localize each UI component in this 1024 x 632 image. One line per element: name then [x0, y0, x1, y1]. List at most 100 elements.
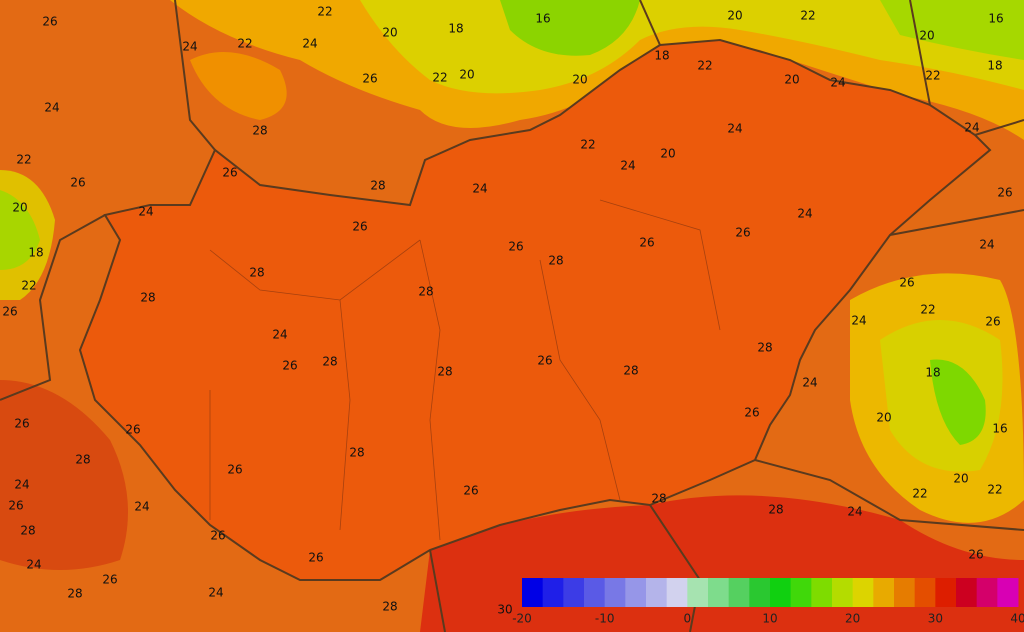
colorbar-tick-label: 30	[928, 612, 943, 626]
contour-label: 22	[21, 279, 36, 293]
contour-label: 26	[210, 529, 225, 543]
contour-label: 26	[537, 354, 552, 368]
colorbar-swatch	[584, 578, 606, 607]
west-cool-zone	[0, 170, 55, 300]
colorbar-swatch	[832, 578, 854, 607]
contour-label: 22	[432, 71, 447, 85]
county-lines	[209, 199, 721, 541]
contour-label: 24	[727, 122, 742, 136]
contour-label: 22	[697, 59, 712, 73]
contour-label: 26	[744, 406, 759, 420]
contour-label: 28	[349, 446, 364, 460]
colorbar-tick-label: -10	[595, 612, 615, 626]
colorbar-swatch	[914, 578, 936, 607]
contour-label: 22	[925, 69, 940, 83]
colorbar-tick-label: 10	[762, 612, 777, 626]
contour-label: 22	[16, 153, 31, 167]
colorbar-swatch	[687, 578, 709, 607]
contour-label: 26	[222, 166, 237, 180]
contour-label: 20	[876, 411, 891, 425]
contour-label: 26	[282, 359, 297, 373]
colorbar: -20 -10 0 10 20 30 40	[512, 578, 1024, 626]
colorbar-swatch	[976, 578, 998, 607]
colorbar-swatch	[873, 578, 895, 607]
contour-label: 26	[308, 551, 323, 565]
contour-label: 24	[802, 376, 817, 390]
colorbar-tick-label: 40	[1010, 612, 1024, 626]
contour-label: 26	[2, 305, 17, 319]
colorbar-swatch	[728, 578, 750, 607]
contour-label: 28	[757, 341, 772, 355]
contour-label: 28	[623, 364, 638, 378]
contour-label: 28	[437, 365, 452, 379]
contour-label: 28	[768, 503, 783, 517]
colorbar-tick-label: 20	[845, 612, 860, 626]
contour-label: 20	[727, 9, 742, 23]
contour-label: 26	[997, 186, 1012, 200]
contour-label: 20	[660, 147, 675, 161]
colorbar-swatch	[542, 578, 564, 607]
contour-label: 20	[919, 29, 934, 43]
contour-label: 18	[28, 246, 43, 260]
contour-label: 28	[249, 266, 264, 280]
contour-label: 24	[302, 37, 317, 51]
contour-label: 24	[182, 40, 197, 54]
colorbar-swatch	[646, 578, 668, 607]
colorbar-swatch	[604, 578, 626, 607]
contour-label: 26	[639, 236, 654, 250]
contour-label: 24	[797, 207, 812, 221]
contour-label: 18	[654, 49, 669, 63]
contour-label: 20	[459, 68, 474, 82]
colorbar-swatch	[666, 578, 688, 607]
contour-label: 26	[985, 315, 1000, 329]
contour-label: 24	[964, 121, 979, 135]
contour-label: 24	[44, 101, 59, 115]
contour-label: 26	[102, 573, 117, 587]
contour-label: 28	[651, 492, 666, 506]
contour-label: 28	[370, 179, 385, 193]
colorbar-swatch	[708, 578, 730, 607]
contour-label: 24	[620, 159, 635, 173]
contour-label: 26	[463, 484, 478, 498]
contour-label: 16	[992, 422, 1007, 436]
contour-label: 24	[14, 478, 29, 492]
colorbar-swatch	[790, 578, 812, 607]
contour-label: 22	[800, 9, 815, 23]
contour-label: 28	[67, 587, 82, 601]
contour-label: 26	[227, 463, 242, 477]
colorbar-swatch	[811, 578, 833, 607]
contour-label: 28	[418, 285, 433, 299]
contour-label: 26	[70, 176, 85, 190]
contour-label: 26	[352, 220, 367, 234]
colorbar-swatch	[935, 578, 957, 607]
contour-label: 24	[208, 586, 223, 600]
contour-labels: 26 24 22 22 24 20 18 16 20 22 16 20 18 18 22 20 20 24 22 22…	[2, 5, 1012, 617]
colorbar-tick-label: -20	[512, 612, 532, 626]
contour-label: 16	[988, 12, 1003, 26]
contour-label: 26	[125, 423, 140, 437]
contour-label: 24	[979, 238, 994, 252]
contour-label: 22	[920, 303, 935, 317]
contour-label: 16	[535, 12, 550, 26]
contour-label: 24	[830, 76, 845, 90]
contour-label: 24	[847, 505, 862, 519]
contour-label: 18	[448, 22, 463, 36]
colorbar-swatch	[522, 578, 544, 607]
colorbar-swatch	[956, 578, 978, 607]
contour-label: 24	[138, 205, 153, 219]
colorbar-swatch	[770, 578, 792, 607]
contour-label: 22	[580, 138, 595, 152]
colorbar-swatch	[852, 578, 874, 607]
contour-label: 28	[548, 254, 563, 268]
contour-label: 28	[140, 291, 155, 305]
contour-label: 26	[968, 548, 983, 562]
colorbar-swatch	[749, 578, 771, 607]
colorbar-tick-label: 0	[684, 612, 692, 626]
contour-label: 22	[912, 487, 927, 501]
contour-label: 22	[317, 5, 332, 19]
contour-label: 26	[508, 240, 523, 254]
contour-label: 24	[134, 500, 149, 514]
contour-label: 26	[735, 226, 750, 240]
contour-label: 28	[382, 600, 397, 614]
